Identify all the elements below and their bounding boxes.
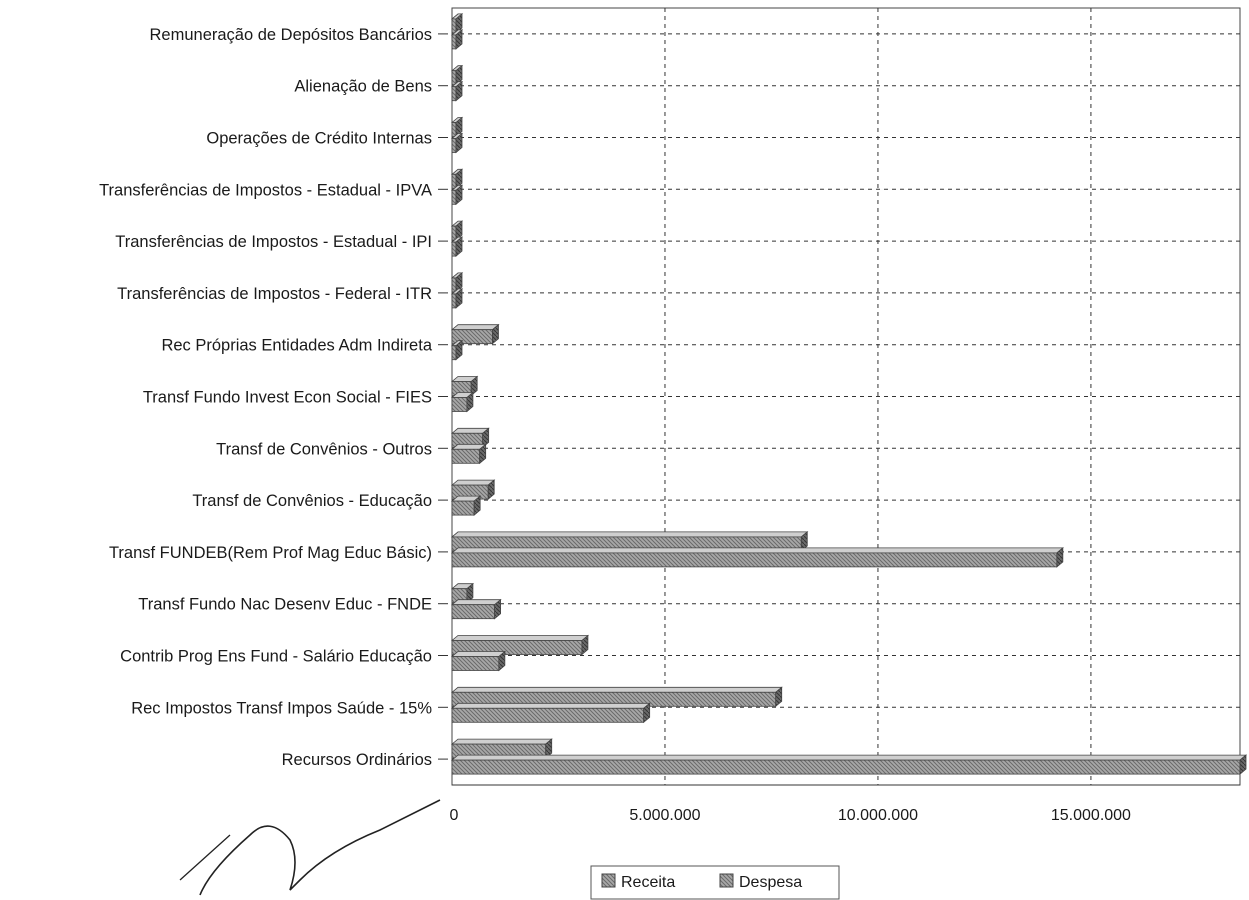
handwritten-signature <box>179 799 441 896</box>
category-label-6: Rec Próprias Entidades Adm Indireta <box>161 337 432 355</box>
category-label-13: Rec Impostos Transf Impos Saúde - 15% <box>131 699 432 717</box>
bar-despesa-0 <box>450 29 464 50</box>
bar-despesa-11 <box>450 598 502 620</box>
bar-despesa-3 <box>450 184 464 206</box>
category-label-0: Remuneração de Depósitos Bancários <box>150 26 433 44</box>
bar-receita-6 <box>450 323 500 345</box>
bar-despesa-8 <box>450 443 487 465</box>
bar-despesa-5 <box>450 288 464 309</box>
legend: Receita Despesa <box>590 865 840 900</box>
x-tick-label-2: 10.000.000 <box>838 807 918 824</box>
bar-despesa-13 <box>450 702 651 724</box>
gridlines <box>452 8 1240 785</box>
category-label-8: Transf de Convênios - Outros <box>216 440 432 458</box>
bar-receita-8 <box>450 427 490 449</box>
legend-swatch-despesa <box>719 873 734 888</box>
legend-label-despesa: Despesa <box>739 874 802 891</box>
bar-despesa-2 <box>450 132 464 154</box>
bar-receita-0 <box>450 13 464 34</box>
category-label-7: Transf Fundo Invest Econ Social - FIES <box>143 389 432 407</box>
x-tick-label-1: 5.000.000 <box>629 807 700 824</box>
bars <box>450 13 1248 775</box>
category-label-11: Transf Fundo Nac Desenv Educ - FNDE <box>138 596 432 614</box>
category-label-3: Transferências de Impostos - Estadual - … <box>99 181 432 199</box>
legend-swatch-receita <box>601 873 616 888</box>
bar-despesa-6 <box>450 339 464 361</box>
bar-receita-4 <box>450 220 464 241</box>
bar-despesa-7 <box>450 391 475 413</box>
category-label-4: Transferências de Impostos - Estadual - … <box>115 233 432 251</box>
category-labels: Remuneração de Depósitos Bancários Aliena… <box>99 26 448 769</box>
legend-box <box>590 865 840 900</box>
bar-receita-14 <box>450 738 553 759</box>
bar-despesa-10 <box>450 547 1064 568</box>
bar-receita-3 <box>450 168 464 190</box>
category-label-9: Transf de Convênios - Educação <box>192 492 432 510</box>
x-tick-label-0: 0 <box>450 807 459 824</box>
bar-receita-7 <box>450 375 479 397</box>
category-label-10: Transf FUNDEB(Rem Prof Mag Educ Básic) <box>109 544 432 562</box>
bar-despesa-9 <box>450 495 482 516</box>
bar-receita-12 <box>450 634 590 656</box>
bar-receita-11 <box>450 582 475 604</box>
category-label-5: Transferências de Impostos - Federal - I… <box>117 285 432 303</box>
category-label-12: Contrib Prog Ens Fund - Salário Educação <box>120 648 432 666</box>
bar-despesa-12 <box>450 650 506 672</box>
x-tick-label-3: 15.000.000 <box>1051 807 1131 824</box>
x-axis: 0 5.000.000 10.000.000 15.000.000 <box>450 784 1240 824</box>
category-label-1: Alienação de Bens <box>294 78 432 96</box>
bar-despesa-4 <box>450 236 464 257</box>
legend-label-receita: Receita <box>621 874 675 891</box>
bar-despesa-14 <box>450 754 1248 775</box>
category-label-2: Operações de Crédito Internas <box>206 130 432 148</box>
bar-despesa-1 <box>450 80 464 102</box>
bar-receita-2 <box>450 116 464 138</box>
category-label-14: Recursos Ordinários <box>282 751 432 769</box>
